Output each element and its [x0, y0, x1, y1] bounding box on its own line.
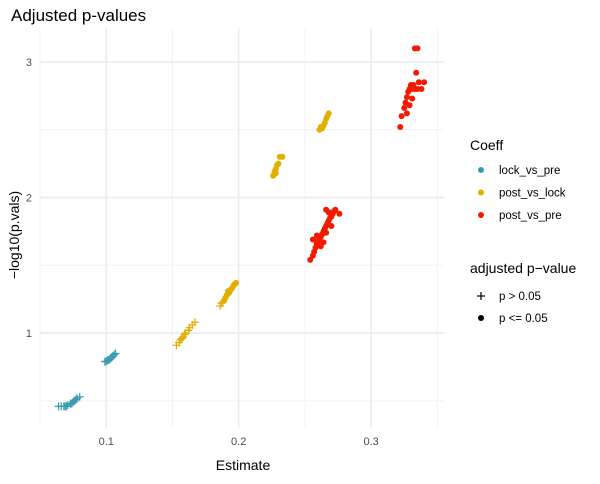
legend-title-coeff: Coeff	[470, 137, 503, 153]
data-point	[177, 334, 186, 343]
data-point	[397, 123, 404, 130]
x-tick-label: 0.1	[99, 436, 114, 448]
data-point	[102, 357, 111, 366]
data-point	[75, 392, 84, 401]
data-point	[275, 160, 282, 167]
data-point	[323, 229, 330, 236]
data-point	[403, 110, 410, 117]
y-tick-label: 2	[26, 192, 32, 204]
x-tick-label: 0.3	[363, 436, 378, 448]
grid	[39, 28, 444, 428]
legend-label: p > 0.05	[499, 291, 541, 303]
y-tick-label: 1	[26, 328, 32, 340]
data-point	[325, 110, 332, 117]
data-point	[409, 95, 416, 102]
legend-label: post_vs_lock	[499, 188, 566, 200]
data-point	[403, 94, 410, 101]
x-axis-title: Estimate	[216, 457, 271, 473]
data-point	[180, 330, 189, 339]
data-point	[110, 350, 119, 359]
data-point	[111, 349, 120, 358]
data-point	[418, 86, 425, 93]
series-post_vs_pre	[307, 45, 428, 263]
data-point	[414, 45, 421, 52]
data-points	[54, 45, 428, 411]
data-point	[272, 170, 279, 177]
legend: Coeff lock_vs_pre post_vs_lock post_vs_prea…	[470, 137, 576, 325]
data-point	[336, 210, 343, 217]
data-point	[225, 288, 232, 295]
legend-title-pvalue: adjusted p−value	[470, 260, 576, 276]
data-point	[421, 79, 428, 86]
data-point	[401, 105, 408, 111]
data-point	[415, 79, 422, 86]
series-post_vs_lock	[172, 110, 332, 350]
data-point	[313, 232, 320, 239]
y-axis-title: −log10(p.vals)	[6, 191, 22, 279]
legend-key	[478, 315, 484, 321]
legend-label: p <= 0.05	[499, 313, 548, 325]
legend-key	[478, 212, 484, 218]
legend-label: post_vs_pre	[499, 210, 562, 222]
legend-key	[477, 292, 485, 300]
x-tick-label: 0.2	[231, 436, 246, 448]
data-point	[328, 222, 335, 229]
legend-key	[478, 167, 484, 173]
data-point	[398, 113, 405, 120]
legend-label: lock_vs_pre	[499, 165, 560, 177]
data-point	[406, 102, 413, 109]
data-point	[61, 402, 70, 411]
data-point	[233, 279, 240, 286]
data-point	[279, 153, 286, 160]
y-tick-label: 3	[26, 57, 32, 69]
data-point	[413, 69, 420, 76]
chart-title: Adjusted p-values	[11, 6, 146, 25]
data-point	[190, 318, 199, 327]
legend-key	[478, 189, 484, 196]
series-lock_vs_pre	[54, 349, 120, 411]
data-point	[317, 123, 324, 130]
axis-ticks: 0.1 0.2 0.3 1 2 3	[26, 57, 379, 448]
data-point	[320, 239, 327, 246]
data-point	[309, 236, 316, 243]
data-point	[325, 209, 332, 216]
data-point	[332, 206, 339, 213]
